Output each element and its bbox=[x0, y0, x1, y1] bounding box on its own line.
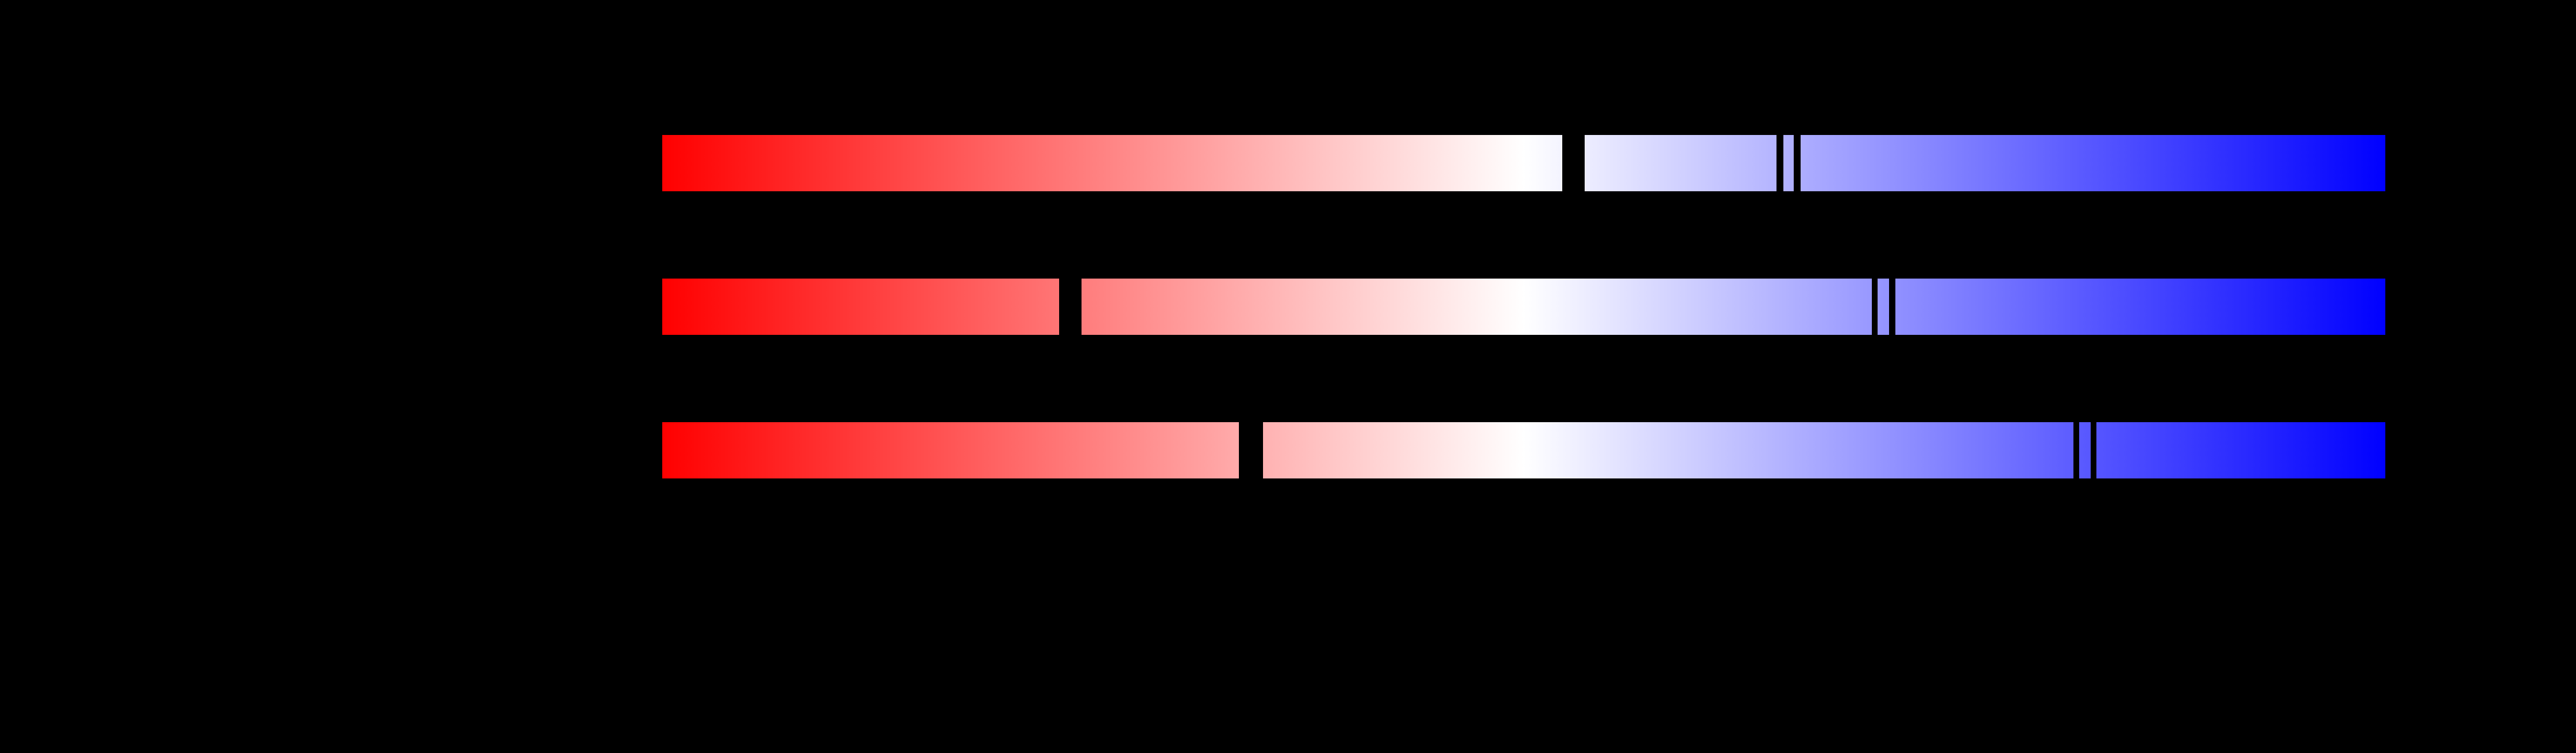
colorbar-row bbox=[662, 135, 2385, 191]
colorbar-row bbox=[662, 279, 2385, 335]
colorbar-gradient-slice bbox=[662, 279, 1059, 335]
colorbar-gradient-slice bbox=[1783, 135, 1794, 191]
colorbar-gradient-slice bbox=[1082, 279, 1872, 335]
colorbar-segment bbox=[1082, 279, 1872, 335]
colorbar-segment bbox=[2079, 422, 2091, 478]
colorbar-segment bbox=[1585, 135, 1776, 191]
colorbar-segment bbox=[662, 422, 1239, 478]
colorbar-gradient-slice bbox=[1263, 422, 2073, 478]
colorbar-row bbox=[662, 422, 2385, 478]
colorbar-gradient-slice bbox=[1585, 135, 1776, 191]
colorbar-segment bbox=[1878, 279, 1889, 335]
colorbar-segment bbox=[662, 135, 1562, 191]
colorbar-segment bbox=[2096, 422, 2385, 478]
colorbar-gradient-slice bbox=[1801, 135, 2385, 191]
colorbar-segment bbox=[1801, 135, 2385, 191]
colorbar-segment bbox=[1895, 279, 2385, 335]
colorbar-gradient-slice bbox=[1895, 279, 2385, 335]
colorbar-gradient-slice bbox=[2079, 422, 2091, 478]
colorbar-segment bbox=[1263, 422, 2073, 478]
colorbar-gradient-slice bbox=[662, 422, 1239, 478]
colorbar-gradient-slice bbox=[2096, 422, 2385, 478]
colorbar-segment bbox=[1783, 135, 1794, 191]
colorbar-gradient-slice bbox=[662, 135, 1562, 191]
colorbar-segment bbox=[662, 279, 1059, 335]
colorbar-gradient-slice bbox=[1878, 279, 1889, 335]
